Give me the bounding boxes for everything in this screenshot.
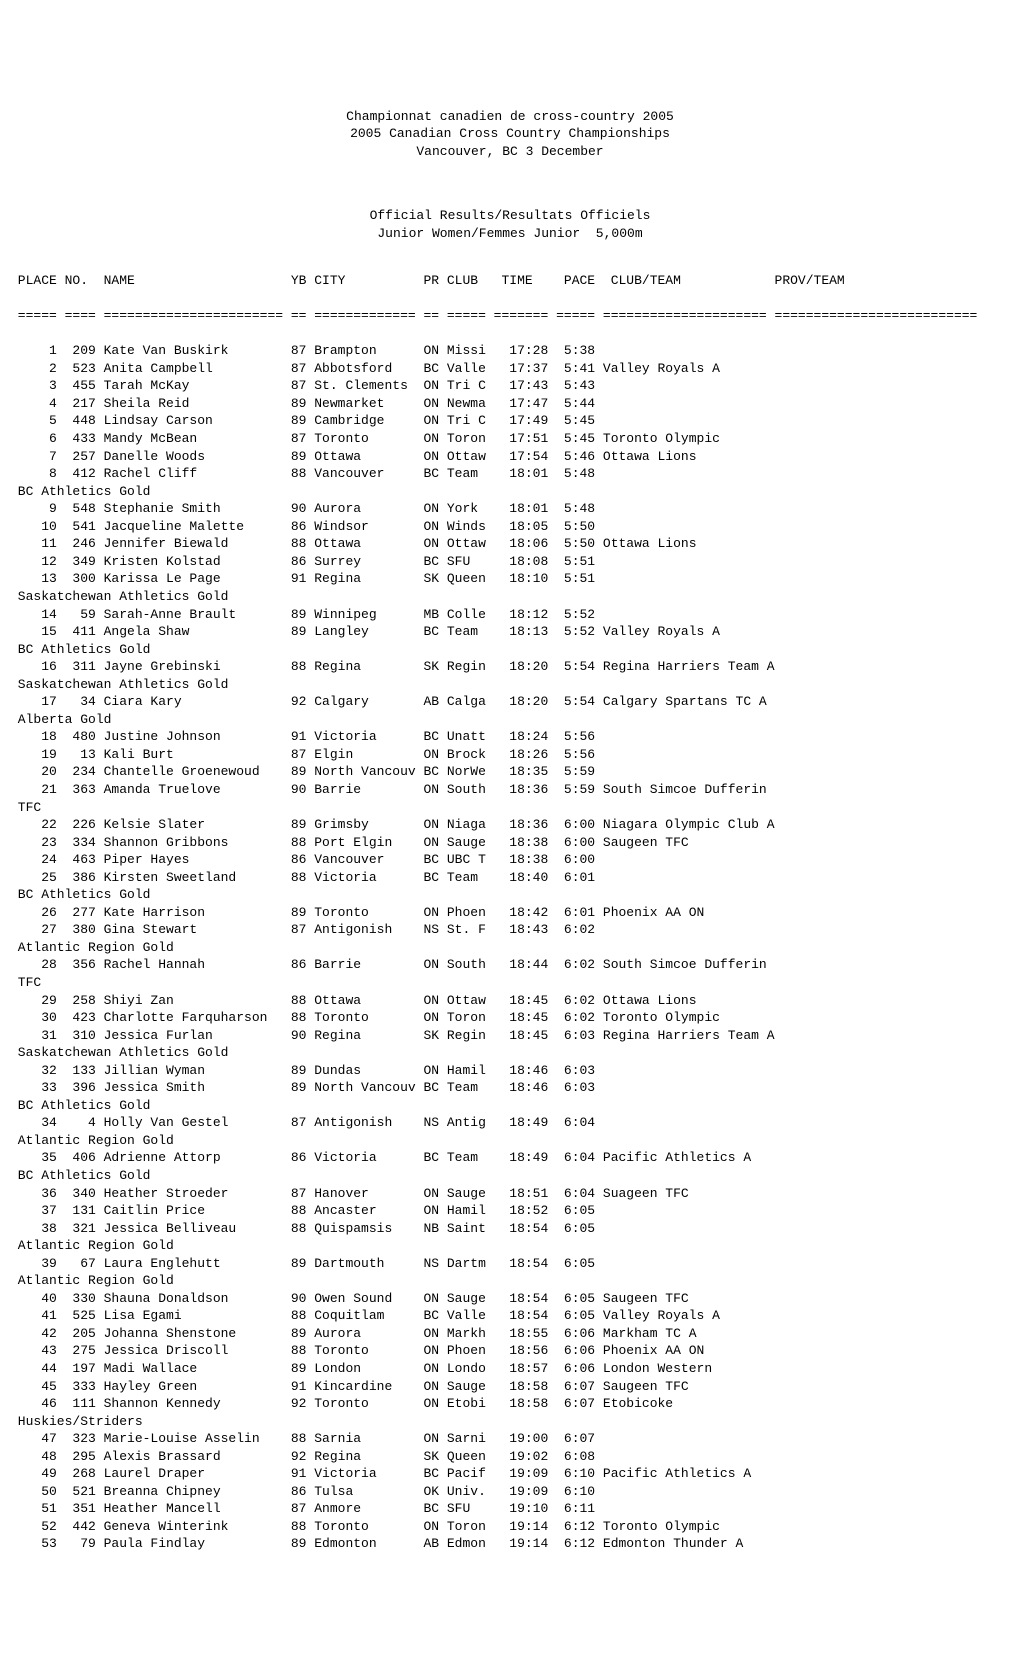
result-row: Saskatchewan Athletics Gold: [10, 1044, 1010, 1062]
result-row: 45 333 Hayley Green 91 Kincardine ON Sau…: [10, 1378, 1010, 1396]
result-row: 14 59 Sarah-Anne Brault 89 Winnipeg MB C…: [10, 606, 1010, 624]
result-row: 21 363 Amanda Truelove 90 Barrie ON Sout…: [10, 781, 1010, 799]
result-row: 42 205 Johanna Shenstone 89 Aurora ON Ma…: [10, 1325, 1010, 1343]
result-row: 36 340 Heather Stroeder 87 Hanover ON Sa…: [10, 1185, 1010, 1203]
result-row: 16 311 Jayne Grebinski 88 Regina SK Regi…: [10, 658, 1010, 676]
result-row: 44 197 Madi Wallace 89 London ON Londo 1…: [10, 1360, 1010, 1378]
result-row: 46 111 Shannon Kennedy 92 Toronto ON Eto…: [10, 1395, 1010, 1413]
result-row: Huskies/Striders: [10, 1413, 1010, 1431]
result-row: 29 258 Shiyi Zan 88 Ottawa ON Ottaw 18:4…: [10, 992, 1010, 1010]
event-header: Championnat canadien de cross-country 20…: [10, 90, 1010, 160]
title-line-3: Vancouver, BC 3 December: [416, 144, 603, 159]
result-row: 23 334 Shannon Gribbons 88 Port Elgin ON…: [10, 834, 1010, 852]
result-row: Saskatchewan Athletics Gold: [10, 676, 1010, 694]
result-row: 12 349 Kristen Kolstad 86 Surrey BC SFU …: [10, 553, 1010, 571]
result-row: 27 380 Gina Stewart 87 Antigonish NS St.…: [10, 921, 1010, 939]
result-row: 10 541 Jacqueline Malette 86 Windsor ON …: [10, 518, 1010, 536]
result-row: 34 4 Holly Van Gestel 87 Antigonish NS A…: [10, 1114, 1010, 1132]
result-row: 41 525 Lisa Egami 88 Coquitlam BC Valle …: [10, 1307, 1010, 1325]
result-row: 30 423 Charlotte Farquharson 88 Toronto …: [10, 1009, 1010, 1027]
result-row: 40 330 Shauna Donaldson 90 Owen Sound ON…: [10, 1290, 1010, 1308]
result-row: 35 406 Adrienne Attorp 86 Victoria BC Te…: [10, 1149, 1010, 1167]
result-row: 1 209 Kate Van Buskirk 87 Brampton ON Mi…: [10, 342, 1010, 360]
result-row: 31 310 Jessica Furlan 90 Regina SK Regin…: [10, 1027, 1010, 1045]
result-row: 2 523 Anita Campbell 87 Abbotsford BC Va…: [10, 360, 1010, 378]
result-row: 18 480 Justine Johnson 91 Victoria BC Un…: [10, 728, 1010, 746]
event-subheader: Official Results/Resultats Officiels Jun…: [10, 190, 1010, 243]
result-row: Alberta Gold: [10, 711, 1010, 729]
column-header: PLACE NO. NAME YB CITY PR CLUB TIME PACE…: [10, 272, 1010, 290]
result-row: 50 521 Breanna Chipney 86 Tulsa OK Univ.…: [10, 1483, 1010, 1501]
result-row: 37 131 Caitlin Price 88 Ancaster ON Hami…: [10, 1202, 1010, 1220]
result-row: 3 455 Tarah McKay 87 St. Clements ON Tri…: [10, 377, 1010, 395]
result-row: 17 34 Ciara Kary 92 Calgary AB Calga 18:…: [10, 693, 1010, 711]
result-row: Atlantic Region Gold: [10, 1237, 1010, 1255]
result-row: 53 79 Paula Findlay 89 Edmonton AB Edmon…: [10, 1535, 1010, 1553]
result-row: 4 217 Sheila Reid 89 Newmarket ON Newma …: [10, 395, 1010, 413]
sub-line-1: Official Results/Resultats Officiels: [370, 208, 651, 223]
result-row: 7 257 Danelle Woods 89 Ottawa ON Ottaw 1…: [10, 448, 1010, 466]
result-row: 5 448 Lindsay Carson 89 Cambridge ON Tri…: [10, 412, 1010, 430]
result-row: 39 67 Laura Englehutt 89 Dartmouth NS Da…: [10, 1255, 1010, 1273]
result-row: 19 13 Kali Burt 87 Elgin ON Brock 18:26 …: [10, 746, 1010, 764]
result-row: 9 548 Stephanie Smith 90 Aurora ON York …: [10, 500, 1010, 518]
results-table-body: 1 209 Kate Van Buskirk 87 Brampton ON Mi…: [10, 342, 1010, 1553]
result-row: 22 226 Kelsie Slater 89 Grimsby ON Niaga…: [10, 816, 1010, 834]
result-row: BC Athletics Gold: [10, 641, 1010, 659]
result-row: 8 412 Rachel Cliff 88 Vancouver BC Team …: [10, 465, 1010, 483]
separator-line: ===== ==== ======================= == ==…: [10, 307, 1010, 325]
result-row: TFC: [10, 974, 1010, 992]
result-row: 32 133 Jillian Wyman 89 Dundas ON Hamil …: [10, 1062, 1010, 1080]
result-row: 20 234 Chantelle Groenewoud 89 North Van…: [10, 763, 1010, 781]
result-row: BC Athletics Gold: [10, 1167, 1010, 1185]
result-row: BC Athletics Gold: [10, 483, 1010, 501]
result-row: 33 396 Jessica Smith 89 North Vancouv BC…: [10, 1079, 1010, 1097]
result-row: 15 411 Angela Shaw 89 Langley BC Team 18…: [10, 623, 1010, 641]
result-row: Atlantic Region Gold: [10, 1132, 1010, 1150]
result-row: Atlantic Region Gold: [10, 939, 1010, 957]
result-row: 43 275 Jessica Driscoll 88 Toronto ON Ph…: [10, 1342, 1010, 1360]
result-row: Saskatchewan Athletics Gold: [10, 588, 1010, 606]
result-row: BC Athletics Gold: [10, 1097, 1010, 1115]
result-row: 48 295 Alexis Brassard 92 Regina SK Quee…: [10, 1448, 1010, 1466]
result-row: 13 300 Karissa Le Page 91 Regina SK Quee…: [10, 570, 1010, 588]
result-row: 49 268 Laurel Draper 91 Victoria BC Paci…: [10, 1465, 1010, 1483]
result-row: 51 351 Heather Mancell 87 Anmore BC SFU …: [10, 1500, 1010, 1518]
result-row: 52 442 Geneva Winterink 88 Toronto ON To…: [10, 1518, 1010, 1536]
result-row: 6 433 Mandy McBean 87 Toronto ON Toron 1…: [10, 430, 1010, 448]
result-row: 26 277 Kate Harrison 89 Toronto ON Phoen…: [10, 904, 1010, 922]
result-row: BC Athletics Gold: [10, 886, 1010, 904]
sub-line-2: Junior Women/Femmes Junior 5,000m: [377, 226, 642, 241]
result-row: 38 321 Jessica Belliveau 88 Quispamsis N…: [10, 1220, 1010, 1238]
result-row: Atlantic Region Gold: [10, 1272, 1010, 1290]
result-row: 11 246 Jennifer Biewald 88 Ottawa ON Ott…: [10, 535, 1010, 553]
result-row: 47 323 Marie-Louise Asselin 88 Sarnia ON…: [10, 1430, 1010, 1448]
title-line-1: Championnat canadien de cross-country 20…: [346, 109, 674, 124]
title-line-2: 2005 Canadian Cross Country Championship…: [350, 126, 670, 141]
result-row: TFC: [10, 799, 1010, 817]
result-row: 25 386 Kirsten Sweetland 88 Victoria BC …: [10, 869, 1010, 887]
result-row: 28 356 Rachel Hannah 86 Barrie ON South …: [10, 956, 1010, 974]
result-row: 24 463 Piper Hayes 86 Vancouver BC UBC T…: [10, 851, 1010, 869]
